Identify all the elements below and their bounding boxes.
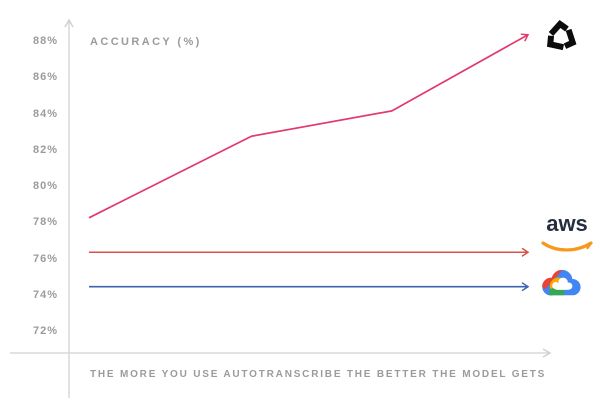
y-tick-label: 82% (32, 143, 58, 156)
y-tick-label: 86% (32, 71, 58, 84)
y-tick-label: 74% (32, 288, 58, 301)
y-tick-label: 88% (32, 35, 58, 47)
chart-title: ACCURACY (%) (90, 36, 202, 48)
x-axis-caption: THE MORE YOU USE AUTOTRANSCRIBE THE BETT… (90, 369, 547, 380)
y-tick-label: 84% (32, 107, 58, 120)
y-tick-label: 78% (32, 216, 58, 229)
aws-smile-icon (541, 241, 593, 252)
y-tick-label: 80% (32, 180, 58, 192)
assemblyai-logo-icon (546, 20, 577, 51)
google-cloud-logo-icon (542, 269, 581, 296)
y-tick-label: 72% (32, 325, 58, 337)
y-tick-label: 76% (32, 252, 58, 265)
aws-logo-text: aws (546, 211, 588, 236)
series-autotranscribe-line (88, 35, 528, 219)
